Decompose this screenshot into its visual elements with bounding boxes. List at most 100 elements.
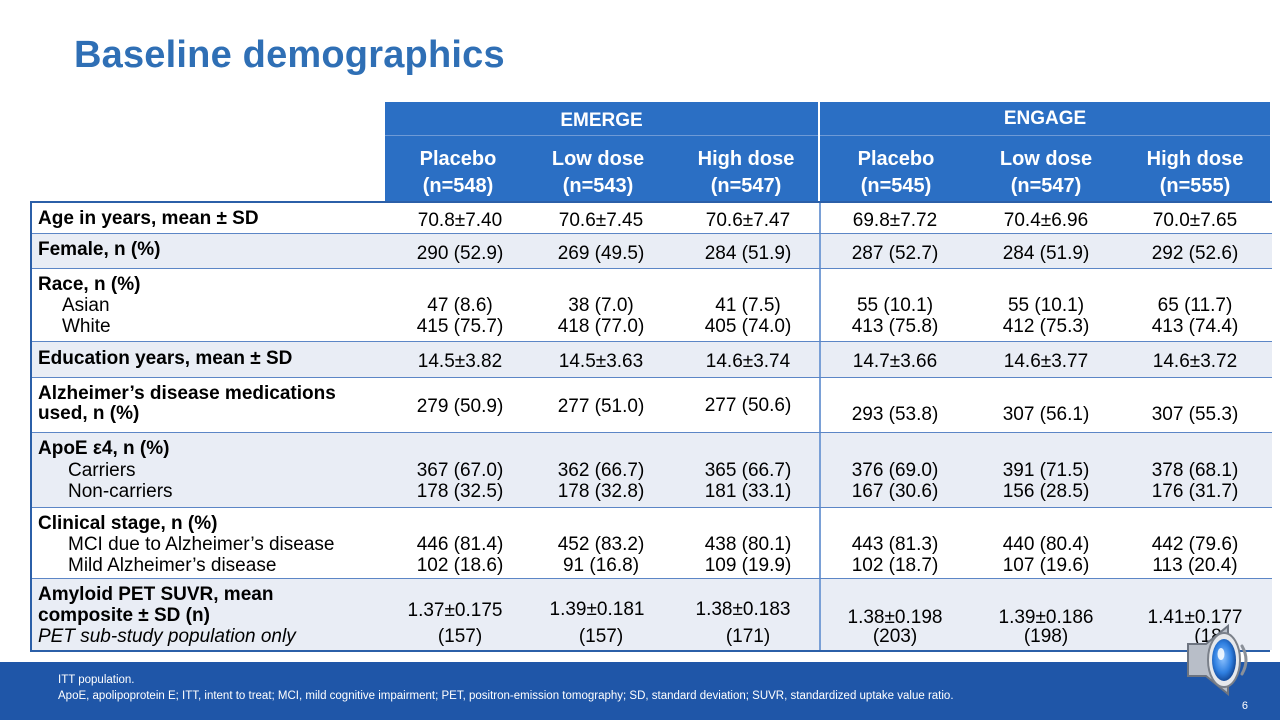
group-header-engage: ENGAGE bbox=[1003, 108, 1087, 129]
table-cell: 293 (53.8) bbox=[851, 404, 939, 425]
table-cell: 452 (83.2) bbox=[557, 534, 645, 555]
footer: ITT population. ApoE, apolipoprotein E; … bbox=[0, 662, 1280, 720]
table-cell: 277 (51.0) bbox=[557, 396, 645, 417]
table-cell: 307 (55.3) bbox=[1151, 404, 1239, 425]
table-cell: 413 (75.8) bbox=[851, 316, 939, 337]
column-header-emerge-high-dose: High dose (n=547) bbox=[697, 148, 795, 197]
table-cell: 284 (51.9) bbox=[1002, 243, 1090, 264]
table-cell: 287 (52.7) bbox=[851, 243, 939, 264]
table-cell: 378 (68.1) bbox=[1151, 460, 1239, 481]
table-cell: 290 (52.9) bbox=[416, 243, 504, 264]
table-cell: 167 (30.6) bbox=[851, 481, 939, 502]
table-cell: 413 (74.4) bbox=[1151, 316, 1239, 337]
table-cell: 279 (50.9) bbox=[416, 396, 504, 417]
table-cell: 1.39±0.186 bbox=[998, 607, 1094, 628]
table-cell: 178 (32.8) bbox=[557, 481, 645, 502]
table-row-amyloid: Amyloid PET SUVR, mean composite ± SD (n… bbox=[32, 578, 1272, 650]
row-label-ad-medications-2: used, n (%) bbox=[38, 403, 140, 424]
table-cell: 1.37±0.175 bbox=[407, 600, 503, 621]
table-row-apoe: ApoE ε4, n (%) Carriers Non-carriers 367… bbox=[32, 432, 1272, 507]
table-cell: 55 (10.1) bbox=[856, 295, 934, 316]
table-cell: 415 (75.7) bbox=[416, 316, 504, 337]
row-sublabel-mci: MCI due to Alzheimer’s disease bbox=[68, 534, 335, 555]
table-row-clinical-stage: Clinical stage, n (%) MCI due to Alzheim… bbox=[32, 507, 1272, 578]
column-header-engage-low-dose: Low dose (n=547) bbox=[999, 148, 1093, 197]
row-label-amyloid-3: PET sub-study population only bbox=[38, 626, 296, 647]
table-cell: 70.4±6.96 bbox=[1003, 210, 1089, 231]
table-cell: 442 (79.6) bbox=[1151, 534, 1239, 555]
column-header-engage-placebo: Placebo (n=545) bbox=[857, 148, 935, 197]
table-cell: 277 (50.6) bbox=[704, 395, 792, 416]
table-cell: 65 (11.7) bbox=[1157, 295, 1233, 316]
footnote-abbreviations: ApoE, apolipoprotein E; ITT, intent to t… bbox=[58, 690, 954, 702]
table-cell: 70.6±7.47 bbox=[705, 210, 791, 231]
table-cell: (157) bbox=[578, 626, 624, 647]
table-cell: 446 (81.4) bbox=[416, 534, 504, 555]
table-cell: 69.8±7.72 bbox=[852, 210, 938, 231]
table-cell: 70.8±7.40 bbox=[417, 210, 503, 231]
table-cell: (203) bbox=[872, 626, 918, 647]
table-cell: 102 (18.6) bbox=[416, 555, 504, 576]
table-cell: (171) bbox=[725, 626, 771, 647]
column-header-emerge-low-dose: Low dose (n=543) bbox=[551, 148, 645, 197]
table-cell: 14.6±3.77 bbox=[1003, 351, 1089, 372]
table-cell: 41 (7.5) bbox=[715, 295, 781, 316]
table-cell: 391 (71.5) bbox=[1002, 460, 1090, 481]
table-cell: 292 (52.6) bbox=[1151, 243, 1239, 264]
row-sublabel-noncarriers: Non-carriers bbox=[68, 481, 173, 502]
table-cell: 418 (77.0) bbox=[557, 316, 645, 337]
table-cell: 269 (49.5) bbox=[557, 243, 645, 264]
table-cell: 405 (74.0) bbox=[704, 316, 792, 337]
table-cell: 14.5±3.82 bbox=[417, 351, 503, 372]
table-cell: 107 (19.6) bbox=[1002, 555, 1090, 576]
table-cell: 412 (75.3) bbox=[1002, 316, 1090, 337]
row-sublabel-mild: Mild Alzheimer’s disease bbox=[68, 555, 277, 576]
table-cell: 70.0±7.65 bbox=[1152, 210, 1238, 231]
table-cell: 14.6±3.74 bbox=[705, 351, 791, 372]
column-header-engage-high-dose: High dose (n=555) bbox=[1146, 148, 1244, 197]
row-label-race: Race, n (%) bbox=[38, 274, 141, 295]
row-label-age: Age in years, mean ± SD bbox=[38, 208, 259, 229]
table-cell: 176 (31.7) bbox=[1151, 481, 1239, 502]
table-cell: 284 (51.9) bbox=[704, 243, 792, 264]
table-cell: 1.39±0.181 bbox=[549, 599, 645, 620]
row-label-female: Female, n (%) bbox=[38, 239, 161, 260]
row-label-amyloid-2: composite ± SD (n) bbox=[38, 605, 210, 626]
table-header: EMERGE ENGAGE Placebo (n=548) Low dose (n=… bbox=[385, 102, 1270, 203]
row-sublabel-carriers: Carriers bbox=[68, 460, 136, 481]
table-row-race: Race, n (%) Asian White 47 (8.6) 38 (7.0… bbox=[32, 268, 1272, 341]
table-row-education: Education years, mean ± SD 14.5±3.82 14.… bbox=[32, 341, 1272, 377]
table-cell: 1.41±0.177 bbox=[1147, 607, 1243, 628]
table-cell: 307 (56.1) bbox=[1002, 404, 1090, 425]
speaker-icon[interactable] bbox=[1180, 620, 1260, 700]
group-header-emerge: EMERGE bbox=[560, 110, 643, 131]
table-cell: 443 (81.3) bbox=[851, 534, 939, 555]
table-row-ad-medications: Alzheimer’s disease medications used, n … bbox=[32, 377, 1272, 432]
table-cell: 367 (67.0) bbox=[416, 460, 504, 481]
footnote-population: ITT population. bbox=[58, 674, 135, 686]
row-label-education: Education years, mean ± SD bbox=[38, 348, 293, 369]
table-cell: 365 (66.7) bbox=[704, 460, 792, 481]
table-cell: 1.38±0.183 bbox=[695, 599, 791, 620]
table-cell: 38 (7.0) bbox=[568, 295, 634, 316]
table-row-age: Age in years, mean ± SD 70.8±7.40 70.6±7… bbox=[32, 201, 1272, 233]
table-cell: 102 (18.7) bbox=[851, 555, 939, 576]
page-title: Baseline demographics bbox=[74, 34, 505, 76]
table-cell: 70.6±7.45 bbox=[558, 210, 644, 231]
table-cell: 91 (16.8) bbox=[562, 555, 640, 576]
row-label-clinical-stage: Clinical stage, n (%) bbox=[38, 513, 218, 534]
table-cell: 156 (28.5) bbox=[1002, 481, 1090, 502]
row-sublabel-white: White bbox=[62, 316, 111, 337]
table-cell: 55 (10.1) bbox=[1007, 295, 1085, 316]
table-cell: (157) bbox=[437, 626, 483, 647]
row-label-apoe: ApoE ε4, n (%) bbox=[38, 438, 170, 459]
table-cell: 440 (80.4) bbox=[1002, 534, 1090, 555]
table-row-female: Female, n (%) 290 (52.9) 269 (49.5) 284 … bbox=[32, 233, 1272, 268]
table-cell: 181 (33.1) bbox=[704, 481, 792, 502]
table-cell: 113 (20.4) bbox=[1152, 555, 1238, 576]
table-cell: 1.38±0.198 bbox=[847, 607, 943, 628]
table-cell: 14.7±3.66 bbox=[852, 351, 938, 372]
table-cell: 14.5±3.63 bbox=[558, 351, 644, 372]
table-cell: 178 (32.5) bbox=[416, 481, 504, 502]
table-cell: 47 (8.6) bbox=[427, 295, 493, 316]
